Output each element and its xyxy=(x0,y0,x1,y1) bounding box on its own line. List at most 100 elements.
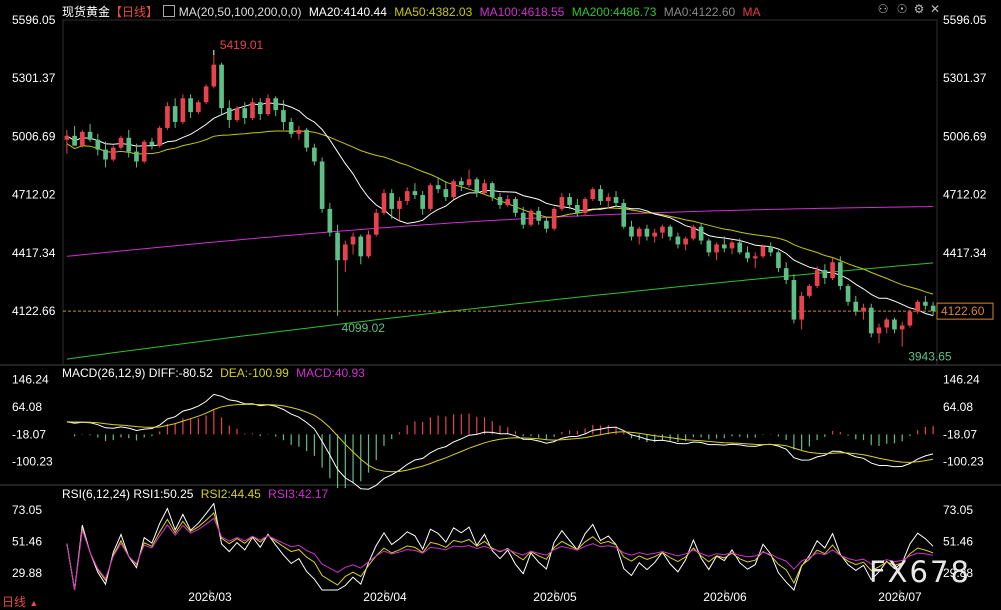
candle-body xyxy=(776,252,781,269)
candle-body xyxy=(157,127,163,146)
ma-params[interactable]: MA(20,50,100,200,0,0) xyxy=(178,5,302,19)
candle-body xyxy=(513,199,518,213)
price-tick-label: 4417.34 xyxy=(12,246,56,260)
candle-body xyxy=(698,226,704,241)
candle-body xyxy=(768,246,774,253)
candle-body xyxy=(296,129,302,134)
chevron-up-icon[interactable]: ▲ xyxy=(29,598,39,608)
candle-body xyxy=(575,204,580,213)
rsi-tick-label: 29.88 xyxy=(943,566,973,580)
candle-body xyxy=(234,108,240,120)
candle-body xyxy=(915,301,920,312)
candle-body xyxy=(907,311,913,326)
candle-body xyxy=(87,131,93,140)
period-label[interactable]: 【日线】 xyxy=(110,5,159,19)
ma100-value: MA100:4618.55 xyxy=(479,5,565,19)
candle-body xyxy=(884,319,890,328)
candle-body xyxy=(319,161,325,209)
candle-body xyxy=(822,270,828,279)
candle-body xyxy=(250,102,255,119)
candle-body xyxy=(335,232,340,261)
candle-body xyxy=(172,106,178,122)
lock-icon[interactable]: ⚇ xyxy=(877,2,889,16)
candle-body xyxy=(582,199,588,213)
candle-body xyxy=(110,147,116,160)
candle-body xyxy=(482,183,487,194)
candle-body xyxy=(312,147,317,162)
candle-body xyxy=(660,226,665,233)
ma0-value: MA0:4122.60 xyxy=(663,5,736,19)
candle-body xyxy=(141,141,147,162)
candle-body xyxy=(930,305,936,312)
ma20-line xyxy=(66,102,934,317)
current-price-tag xyxy=(936,302,994,320)
price-tick-label: 5301.37 xyxy=(943,71,987,85)
rsi-tick-label: 29.88 xyxy=(12,566,42,580)
candle-body xyxy=(412,191,418,196)
price-tick-label: 5301.37 xyxy=(12,71,56,85)
candle-body xyxy=(923,301,928,306)
candle-body xyxy=(428,185,433,209)
candle-body xyxy=(814,270,820,286)
candle-body xyxy=(729,242,735,249)
period-tab[interactable]: 日线 ▲ xyxy=(2,593,38,610)
candle-body xyxy=(118,137,124,148)
candle-body xyxy=(459,181,464,186)
price-tick-label: 5596.05 xyxy=(943,13,987,27)
candle-body xyxy=(389,193,395,209)
candle-body xyxy=(721,244,727,249)
candle-body xyxy=(691,226,696,239)
candle-body xyxy=(830,262,835,279)
candle-body xyxy=(737,242,743,253)
candle-body xyxy=(567,197,572,205)
price-tick-label: 5596.05 xyxy=(12,13,56,27)
rsi3-value: RSI3:42.17 xyxy=(268,487,329,501)
ma50-line xyxy=(66,130,934,295)
candle-body xyxy=(134,151,139,162)
symbol-name: 现货黄金 xyxy=(62,5,111,19)
price-tick-label: 4417.34 xyxy=(943,246,987,260)
candle-body xyxy=(559,197,565,209)
rsi2-value: RSI2:44.45 xyxy=(200,487,261,501)
price-tick-label: 4712.02 xyxy=(12,188,56,202)
candle-body xyxy=(304,129,309,148)
eye-icon[interactable]: ☉ xyxy=(896,2,908,16)
candle-body xyxy=(613,197,619,203)
candle-body xyxy=(598,189,603,202)
macd-tick-label: -18.07 xyxy=(12,427,46,441)
candle-body xyxy=(845,285,851,302)
candle-body xyxy=(675,236,681,245)
settings-icon[interactable]: ⚙ xyxy=(913,2,925,16)
ma200-value: MA200:4486.73 xyxy=(571,5,657,19)
candle-body xyxy=(752,256,758,259)
rsi-params[interactable]: RSI(6,12,24) xyxy=(62,487,131,501)
macd-tick-label: 64.08 xyxy=(12,400,42,414)
period-tab-label: 日线 xyxy=(2,595,27,609)
macd-diff-line xyxy=(66,393,934,490)
candle-body xyxy=(505,199,511,205)
price-panel-frame xyxy=(62,19,938,366)
candle-body xyxy=(791,280,797,320)
candle-body xyxy=(211,64,217,87)
candle-body xyxy=(219,64,224,109)
x-axis-label: 2026/04 xyxy=(363,590,407,604)
close-icon[interactable]: ✕ xyxy=(929,2,941,16)
x-axis-label: 2026/07 xyxy=(878,590,922,604)
ma100-line xyxy=(66,206,934,257)
macd-params[interactable]: MACD(26,12,9) xyxy=(62,366,146,380)
rsi-tick-label: 73.05 xyxy=(943,503,973,517)
candle-body xyxy=(64,135,70,140)
candle-body xyxy=(358,236,364,257)
current-price-label: 4122.60 xyxy=(941,304,985,318)
candle-body xyxy=(644,228,650,237)
ma20-value: MA20:4140.44 xyxy=(308,5,387,19)
candle-body xyxy=(226,108,232,120)
rsi-tick-label: 73.05 xyxy=(12,503,42,517)
candle-body xyxy=(420,195,425,209)
macd-tick-label: 146.24 xyxy=(12,373,49,387)
candle-body xyxy=(590,189,596,200)
checkbox-icon[interactable] xyxy=(163,5,176,17)
x-axis-label: 2026/03 xyxy=(188,590,232,604)
rsi-tick-label: 51.46 xyxy=(943,534,973,548)
